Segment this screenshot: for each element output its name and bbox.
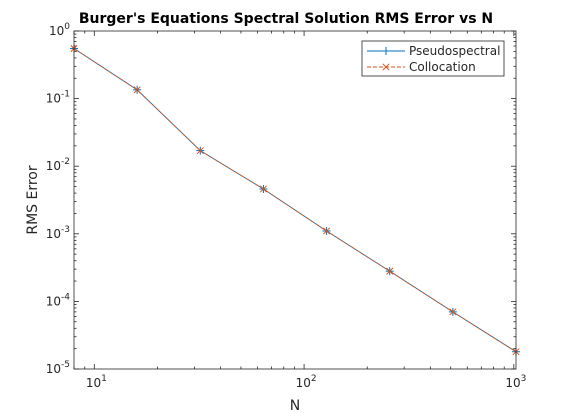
- data-point-collocation: [196, 147, 204, 155]
- data-point-collocation: [449, 308, 457, 316]
- marker-collocation-d2: [259, 185, 267, 193]
- data-point-collocation: [133, 86, 141, 94]
- y-tick-label: 10-4: [46, 292, 71, 308]
- legend-marker-collocation-d2: [382, 63, 390, 71]
- marker-collocation-d2: [196, 147, 204, 155]
- data-point-collocation: [323, 227, 331, 235]
- marker-collocation-d2: [133, 86, 141, 94]
- marker-collocation-d2: [449, 308, 457, 316]
- x-tick-label: 102: [296, 374, 317, 390]
- x-tick-label: 103: [505, 374, 526, 390]
- y-tick-label: 10-5: [46, 360, 70, 376]
- x-tick-label: 101: [86, 374, 107, 390]
- legend-label-pseudospectral: Pseudospectral: [409, 44, 500, 58]
- legend-item-pseudospectral: Pseudospectral: [367, 44, 500, 58]
- legend-label-collocation: Collocation: [409, 60, 476, 74]
- x-axis-label: N: [290, 398, 300, 413]
- legend[interactable]: Pseudospectral Collocation: [361, 40, 505, 77]
- marker-collocation-d2: [386, 267, 394, 275]
- axes-box: [73, 30, 517, 370]
- y-tick-label: 10-2: [46, 157, 70, 173]
- y-tick-label: 10-3: [46, 225, 70, 241]
- chart-title: Burger's Equations Spectral Solution RMS…: [79, 11, 493, 27]
- plot-area: [74, 31, 516, 369]
- axis-ticks: [73, 30, 516, 370]
- legend-box: [361, 40, 505, 77]
- series-layer: [70, 44, 520, 356]
- data-point-collocation: [259, 185, 267, 193]
- marker-collocation-d2: [323, 227, 331, 235]
- legend-items: Pseudospectral Collocation: [367, 44, 500, 74]
- tick-labels: 101 102 103 100 10-1 10-2 10-3 10-4 10-5: [46, 22, 527, 390]
- series-line-collocation: [73, 48, 517, 353]
- data-point-collocation: [386, 267, 394, 275]
- y-tick-label: 10-1: [46, 90, 70, 106]
- y-axis-label: RMS Error: [25, 165, 41, 235]
- y-tick-label: 100: [49, 22, 70, 38]
- legend-item-collocation: Collocation: [367, 60, 476, 74]
